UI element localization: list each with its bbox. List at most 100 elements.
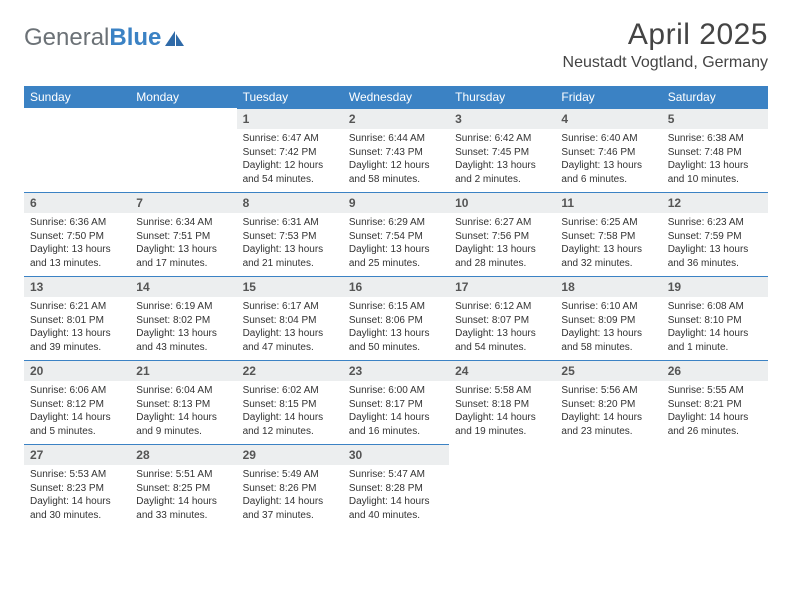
- calendar-cell: 18Sunrise: 6:10 AMSunset: 8:09 PMDayligh…: [555, 276, 661, 360]
- calendar-cell: 10Sunrise: 6:27 AMSunset: 7:56 PMDayligh…: [449, 192, 555, 276]
- calendar-cell: 8Sunrise: 6:31 AMSunset: 7:53 PMDaylight…: [237, 192, 343, 276]
- calendar-cell: 11Sunrise: 6:25 AMSunset: 7:58 PMDayligh…: [555, 192, 661, 276]
- day-details: Sunrise: 6:06 AMSunset: 8:12 PMDaylight:…: [24, 381, 130, 444]
- logo-sail-icon: [164, 30, 186, 48]
- day-details: Sunrise: 6:08 AMSunset: 8:10 PMDaylight:…: [662, 297, 768, 360]
- calendar-cell: 15Sunrise: 6:17 AMSunset: 8:04 PMDayligh…: [237, 276, 343, 360]
- calendar-cell: 9Sunrise: 6:29 AMSunset: 7:54 PMDaylight…: [343, 192, 449, 276]
- day-number: 25: [555, 360, 661, 381]
- day-details: Sunrise: 5:56 AMSunset: 8:20 PMDaylight:…: [555, 381, 661, 444]
- weekday-header: Thursday: [449, 86, 555, 108]
- calendar-cell: 27Sunrise: 5:53 AMSunset: 8:23 PMDayligh…: [24, 444, 130, 528]
- calendar-cell: 19Sunrise: 6:08 AMSunset: 8:10 PMDayligh…: [662, 276, 768, 360]
- calendar-row: 27Sunrise: 5:53 AMSunset: 8:23 PMDayligh…: [24, 444, 768, 528]
- day-number: 11: [555, 192, 661, 213]
- day-details: Sunrise: 5:55 AMSunset: 8:21 PMDaylight:…: [662, 381, 768, 444]
- calendar-row: 6Sunrise: 6:36 AMSunset: 7:50 PMDaylight…: [24, 192, 768, 276]
- day-details: Sunrise: 6:19 AMSunset: 8:02 PMDaylight:…: [130, 297, 236, 360]
- day-number: 17: [449, 276, 555, 297]
- day-number: 14: [130, 276, 236, 297]
- calendar-cell: 16Sunrise: 6:15 AMSunset: 8:06 PMDayligh…: [343, 276, 449, 360]
- weekday-header: Saturday: [662, 86, 768, 108]
- weekday-header-row: SundayMondayTuesdayWednesdayThursdayFrid…: [24, 86, 768, 108]
- weekday-header: Tuesday: [237, 86, 343, 108]
- day-number: 26: [662, 360, 768, 381]
- calendar-cell: 20Sunrise: 6:06 AMSunset: 8:12 PMDayligh…: [24, 360, 130, 444]
- day-number: 23: [343, 360, 449, 381]
- logo-text-blue: Blue: [109, 24, 161, 52]
- calendar-cell: 29Sunrise: 5:49 AMSunset: 8:26 PMDayligh…: [237, 444, 343, 528]
- day-details: Sunrise: 6:38 AMSunset: 7:48 PMDaylight:…: [662, 129, 768, 192]
- calendar-cell: [662, 444, 768, 528]
- day-details: Sunrise: 6:44 AMSunset: 7:43 PMDaylight:…: [343, 129, 449, 192]
- day-details: Sunrise: 6:31 AMSunset: 7:53 PMDaylight:…: [237, 213, 343, 276]
- calendar-cell: 1Sunrise: 6:47 AMSunset: 7:42 PMDaylight…: [237, 108, 343, 192]
- calendar-cell: [555, 444, 661, 528]
- calendar-cell: 5Sunrise: 6:38 AMSunset: 7:48 PMDaylight…: [662, 108, 768, 192]
- day-details: Sunrise: 5:49 AMSunset: 8:26 PMDaylight:…: [237, 465, 343, 528]
- day-number: 9: [343, 192, 449, 213]
- header: GeneralBlue April 2025 Neustadt Vogtland…: [24, 18, 768, 72]
- day-number: 27: [24, 444, 130, 465]
- calendar-cell: 3Sunrise: 6:42 AMSunset: 7:45 PMDaylight…: [449, 108, 555, 192]
- day-details: Sunrise: 6:21 AMSunset: 8:01 PMDaylight:…: [24, 297, 130, 360]
- day-number: 1: [237, 108, 343, 129]
- day-number: 15: [237, 276, 343, 297]
- calendar-cell: 22Sunrise: 6:02 AMSunset: 8:15 PMDayligh…: [237, 360, 343, 444]
- day-details: Sunrise: 5:51 AMSunset: 8:25 PMDaylight:…: [130, 465, 236, 528]
- calendar-row: 20Sunrise: 6:06 AMSunset: 8:12 PMDayligh…: [24, 360, 768, 444]
- calendar-cell: [130, 108, 236, 192]
- day-details: Sunrise: 5:47 AMSunset: 8:28 PMDaylight:…: [343, 465, 449, 528]
- month-title: April 2025: [563, 18, 768, 52]
- day-details: Sunrise: 6:27 AMSunset: 7:56 PMDaylight:…: [449, 213, 555, 276]
- day-details: Sunrise: 6:42 AMSunset: 7:45 PMDaylight:…: [449, 129, 555, 192]
- day-number: 2: [343, 108, 449, 129]
- day-number: 19: [662, 276, 768, 297]
- day-number: 10: [449, 192, 555, 213]
- logo: GeneralBlue: [24, 24, 186, 52]
- day-number: 12: [662, 192, 768, 213]
- calendar-cell: [24, 108, 130, 192]
- day-number: 29: [237, 444, 343, 465]
- calendar-cell: 26Sunrise: 5:55 AMSunset: 8:21 PMDayligh…: [662, 360, 768, 444]
- day-number: 16: [343, 276, 449, 297]
- calendar-cell: 17Sunrise: 6:12 AMSunset: 8:07 PMDayligh…: [449, 276, 555, 360]
- day-details: Sunrise: 6:34 AMSunset: 7:51 PMDaylight:…: [130, 213, 236, 276]
- calendar-cell: 23Sunrise: 6:00 AMSunset: 8:17 PMDayligh…: [343, 360, 449, 444]
- day-number: 20: [24, 360, 130, 381]
- day-details: Sunrise: 6:15 AMSunset: 8:06 PMDaylight:…: [343, 297, 449, 360]
- day-details: Sunrise: 6:29 AMSunset: 7:54 PMDaylight:…: [343, 213, 449, 276]
- location: Neustadt Vogtland, Germany: [563, 54, 768, 72]
- weekday-header: Wednesday: [343, 86, 449, 108]
- day-number: 6: [24, 192, 130, 213]
- day-number: 28: [130, 444, 236, 465]
- day-number: 4: [555, 108, 661, 129]
- calendar-cell: 25Sunrise: 5:56 AMSunset: 8:20 PMDayligh…: [555, 360, 661, 444]
- day-details: Sunrise: 6:10 AMSunset: 8:09 PMDaylight:…: [555, 297, 661, 360]
- calendar-cell: 12Sunrise: 6:23 AMSunset: 7:59 PMDayligh…: [662, 192, 768, 276]
- day-number: 24: [449, 360, 555, 381]
- calendar-cell: 13Sunrise: 6:21 AMSunset: 8:01 PMDayligh…: [24, 276, 130, 360]
- day-number: 30: [343, 444, 449, 465]
- day-details: Sunrise: 5:53 AMSunset: 8:23 PMDaylight:…: [24, 465, 130, 528]
- calendar-cell: 4Sunrise: 6:40 AMSunset: 7:46 PMDaylight…: [555, 108, 661, 192]
- calendar-row: 13Sunrise: 6:21 AMSunset: 8:01 PMDayligh…: [24, 276, 768, 360]
- calendar-cell: 6Sunrise: 6:36 AMSunset: 7:50 PMDaylight…: [24, 192, 130, 276]
- day-number: 5: [662, 108, 768, 129]
- day-details: Sunrise: 6:02 AMSunset: 8:15 PMDaylight:…: [237, 381, 343, 444]
- day-details: Sunrise: 6:47 AMSunset: 7:42 PMDaylight:…: [237, 129, 343, 192]
- day-details: Sunrise: 6:40 AMSunset: 7:46 PMDaylight:…: [555, 129, 661, 192]
- calendar-table: SundayMondayTuesdayWednesdayThursdayFrid…: [24, 86, 768, 528]
- calendar-cell: 28Sunrise: 5:51 AMSunset: 8:25 PMDayligh…: [130, 444, 236, 528]
- day-details: Sunrise: 6:17 AMSunset: 8:04 PMDaylight:…: [237, 297, 343, 360]
- weekday-header: Monday: [130, 86, 236, 108]
- day-number: 21: [130, 360, 236, 381]
- day-details: Sunrise: 5:58 AMSunset: 8:18 PMDaylight:…: [449, 381, 555, 444]
- day-number: 7: [130, 192, 236, 213]
- day-details: Sunrise: 6:00 AMSunset: 8:17 PMDaylight:…: [343, 381, 449, 444]
- day-details: Sunrise: 6:12 AMSunset: 8:07 PMDaylight:…: [449, 297, 555, 360]
- day-number: 3: [449, 108, 555, 129]
- calendar-cell: 7Sunrise: 6:34 AMSunset: 7:51 PMDaylight…: [130, 192, 236, 276]
- logo-text-general: General: [24, 24, 109, 52]
- day-details: Sunrise: 6:25 AMSunset: 7:58 PMDaylight:…: [555, 213, 661, 276]
